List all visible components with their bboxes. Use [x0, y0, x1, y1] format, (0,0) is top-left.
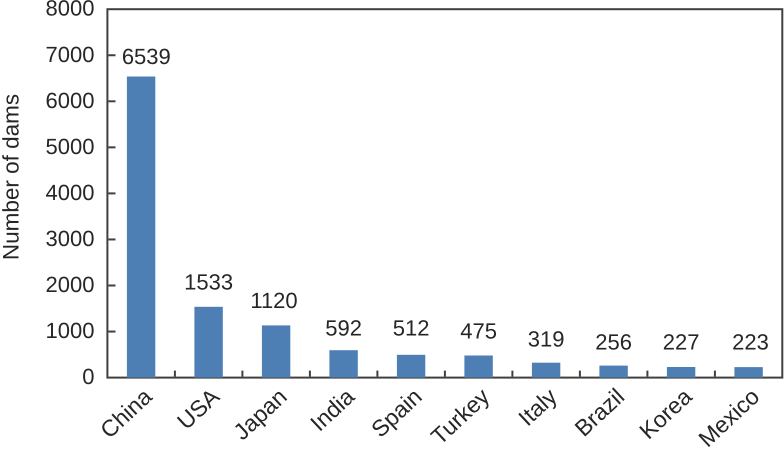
svg-text:223: 223 [732, 329, 769, 354]
svg-text:3000: 3000 [46, 226, 95, 251]
svg-text:Brazil: Brazil [570, 383, 630, 441]
svg-text:Spain: Spain [366, 383, 427, 442]
svg-text:4000: 4000 [46, 180, 95, 205]
svg-text:Number of dams: Number of dams [0, 94, 24, 260]
svg-text:8000: 8000 [46, 0, 95, 21]
svg-text:Italy: Italy [513, 383, 562, 431]
svg-text:5000: 5000 [46, 134, 95, 159]
svg-text:592: 592 [325, 315, 362, 340]
svg-text:1120: 1120 [250, 288, 297, 313]
svg-text:1000: 1000 [46, 318, 95, 343]
svg-text:512: 512 [393, 315, 430, 340]
svg-text:Korea: Korea [634, 383, 697, 444]
svg-text:1533: 1533 [184, 270, 233, 295]
svg-text:475: 475 [460, 318, 497, 343]
svg-text:319: 319 [528, 326, 565, 351]
svg-text:0: 0 [82, 364, 94, 389]
svg-text:6000: 6000 [46, 88, 95, 113]
svg-text:256: 256 [595, 329, 632, 354]
svg-text:Japan: Japan [228, 383, 292, 445]
svg-text:6539: 6539 [122, 44, 171, 69]
svg-text:India: India [305, 383, 359, 436]
svg-text:227: 227 [663, 329, 700, 354]
svg-text:7000: 7000 [46, 42, 95, 67]
svg-text:USA: USA [172, 383, 225, 435]
svg-text:China: China [95, 383, 157, 443]
svg-text:Turkey: Turkey [426, 383, 495, 449]
svg-text:2000: 2000 [46, 272, 95, 297]
svg-text:Mexico: Mexico [693, 383, 764, 449]
